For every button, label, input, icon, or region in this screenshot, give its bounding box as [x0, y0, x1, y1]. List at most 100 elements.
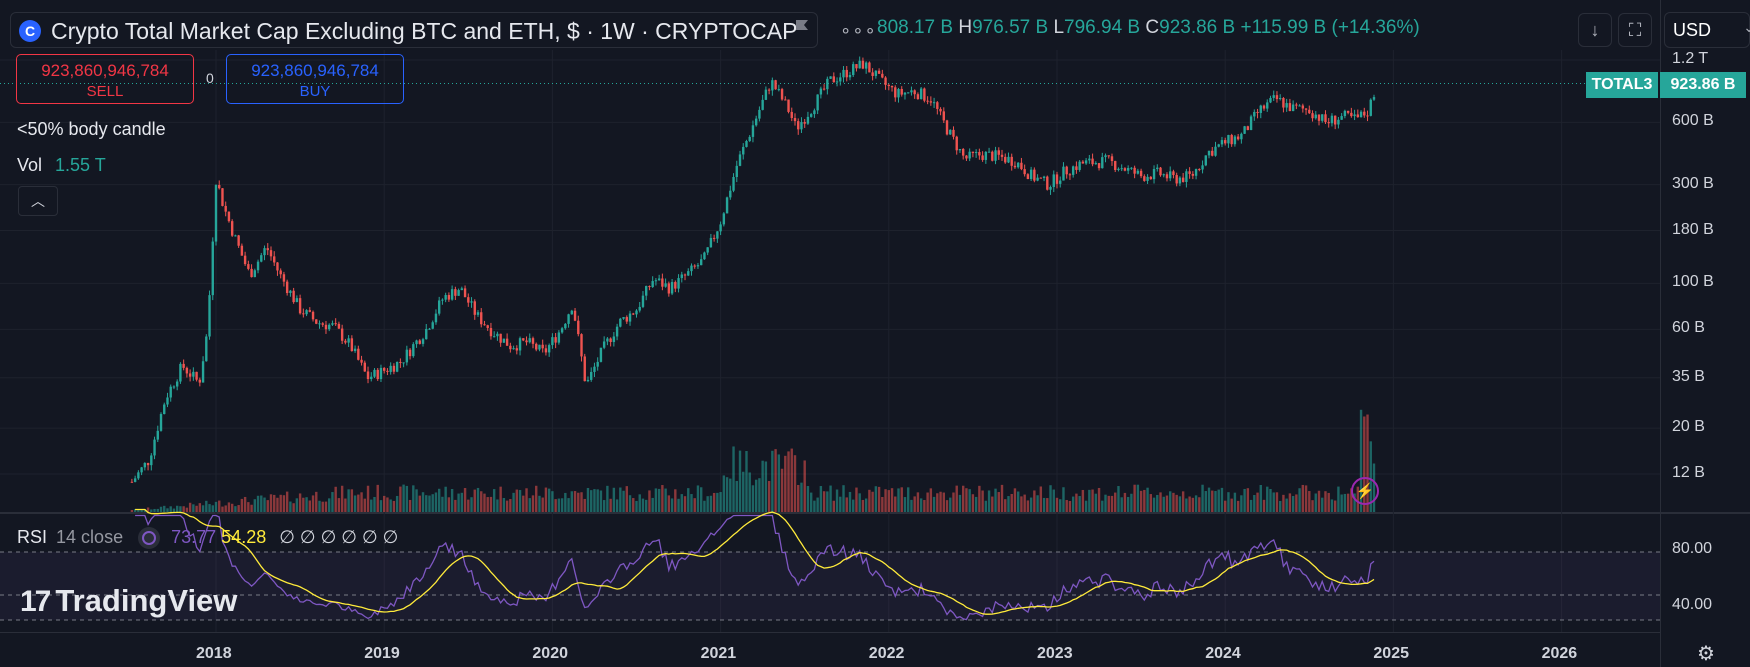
- flag-icon[interactable]: [795, 19, 809, 35]
- x-axis-tick-label: 2024: [1205, 645, 1241, 662]
- volume-bar: [1211, 490, 1214, 512]
- candle-body: [1075, 166, 1078, 170]
- volume-bar: [140, 509, 143, 512]
- volume-bar: [1010, 493, 1013, 512]
- candle-body: [1301, 105, 1305, 109]
- volume-bar: [699, 487, 703, 512]
- candle-body: [696, 265, 700, 267]
- currency-select[interactable]: USD ⌄: [1664, 12, 1750, 48]
- volume-bar: [764, 461, 768, 512]
- candle-body: [1071, 166, 1075, 175]
- settings-gear-icon[interactable]: ⚙: [1697, 643, 1715, 665]
- refresh-icon[interactable]: [138, 527, 161, 550]
- candle-body: [800, 122, 803, 130]
- candle-body: [502, 338, 506, 343]
- candle-body: [829, 76, 832, 79]
- candle-body: [735, 165, 738, 177]
- candle-body: [586, 379, 590, 382]
- indicator-body-candle[interactable]: <50% body candle: [17, 119, 166, 139]
- candle-body: [745, 140, 748, 147]
- volume-bar: [845, 497, 848, 512]
- collapse-legend-button[interactable]: ︿: [18, 186, 58, 216]
- volume-bar: [1181, 491, 1185, 512]
- candle-body: [554, 337, 557, 343]
- x-axis-tick-label: 2020: [532, 645, 568, 662]
- volume-bar: [832, 500, 836, 512]
- candle-body: [1101, 157, 1104, 169]
- volume-bar: [716, 492, 719, 512]
- lightning-icon[interactable]: ⚡: [1351, 477, 1379, 505]
- candle-body: [512, 348, 515, 350]
- volume-bar: [1120, 497, 1123, 512]
- candle-body: [1356, 114, 1360, 118]
- candle-body: [738, 154, 742, 166]
- volume-bar: [1175, 494, 1178, 512]
- candle-body: [1162, 174, 1165, 176]
- candle-body: [1298, 105, 1301, 107]
- volume-bar: [590, 490, 593, 512]
- candle-body: [496, 333, 499, 337]
- candle-body: [260, 255, 263, 262]
- candle-body: [958, 149, 962, 151]
- candle-body: [1013, 165, 1017, 168]
- candle-body: [712, 237, 716, 239]
- volume-bar: [1049, 485, 1052, 512]
- candle-body: [159, 414, 163, 431]
- candle-body: [677, 278, 680, 289]
- rsi-legend[interactable]: RSI 14 close 73.77 54.28 ∅ ∅ ∅ ∅ ∅ ∅: [17, 527, 398, 550]
- buy-button[interactable]: 923,860,946,784 BUY: [226, 54, 404, 104]
- volume-bar: [276, 497, 279, 512]
- candle-body: [486, 325, 489, 329]
- candle-body: [269, 250, 273, 257]
- candle-body: [884, 77, 887, 85]
- fullscreen-button[interactable]: ⛶: [1618, 13, 1652, 47]
- candle-body: [832, 76, 836, 83]
- candle-body: [868, 62, 871, 73]
- volume-bar: [1204, 491, 1207, 512]
- volume-bar: [1227, 492, 1230, 512]
- sell-button[interactable]: 923,860,946,784 SELL: [16, 54, 194, 104]
- volume-bar: [454, 499, 457, 512]
- volume-bar: [457, 493, 460, 512]
- volume-bar: [1110, 495, 1114, 512]
- candle-body: [1133, 167, 1136, 174]
- candle-body: [1317, 114, 1321, 121]
- arrow-down-icon: ↓: [1590, 19, 1600, 40]
- candle-body: [373, 369, 376, 377]
- candle-body: [1204, 155, 1207, 166]
- symbol-title-pill[interactable]: C Crypto Total Market Cap Excluding BTC …: [10, 12, 818, 48]
- volume-label[interactable]: Vol: [17, 155, 43, 175]
- candle-body: [205, 336, 208, 362]
- volume-bar: [1084, 500, 1088, 512]
- candle-body: [437, 300, 441, 314]
- candle-body: [984, 151, 988, 160]
- volume-bar: [237, 505, 240, 512]
- chevron-up-icon: ︿: [31, 193, 45, 209]
- candle-body: [476, 312, 480, 315]
- volume-bar: [1159, 492, 1162, 512]
- candle-body: [201, 361, 205, 383]
- candle-body: [877, 70, 881, 74]
- candle-body: [758, 109, 761, 119]
- volume-bar: [328, 498, 331, 512]
- candle-body: [363, 362, 366, 372]
- volume-bar: [551, 491, 554, 512]
- volume-bar: [1366, 414, 1369, 512]
- volume-bar: [528, 498, 531, 512]
- candle-body: [318, 323, 321, 325]
- volume-bar: [1314, 493, 1317, 512]
- volume-bar: [997, 492, 1000, 512]
- candle-body: [842, 69, 845, 78]
- candle-body: [615, 326, 619, 337]
- candle-body: [1143, 176, 1146, 181]
- candle-body: [214, 185, 218, 242]
- download-arrow-button[interactable]: ↓: [1578, 13, 1612, 47]
- volume-bar: [1266, 486, 1269, 512]
- volume-bar: [324, 501, 328, 512]
- tradingview-logo-icon: 17: [20, 585, 51, 618]
- candle-body: [1136, 170, 1140, 174]
- candle-body: [602, 341, 606, 348]
- more-options-icon[interactable]: ∘∘∘: [840, 20, 877, 40]
- volume-bar: [670, 498, 674, 512]
